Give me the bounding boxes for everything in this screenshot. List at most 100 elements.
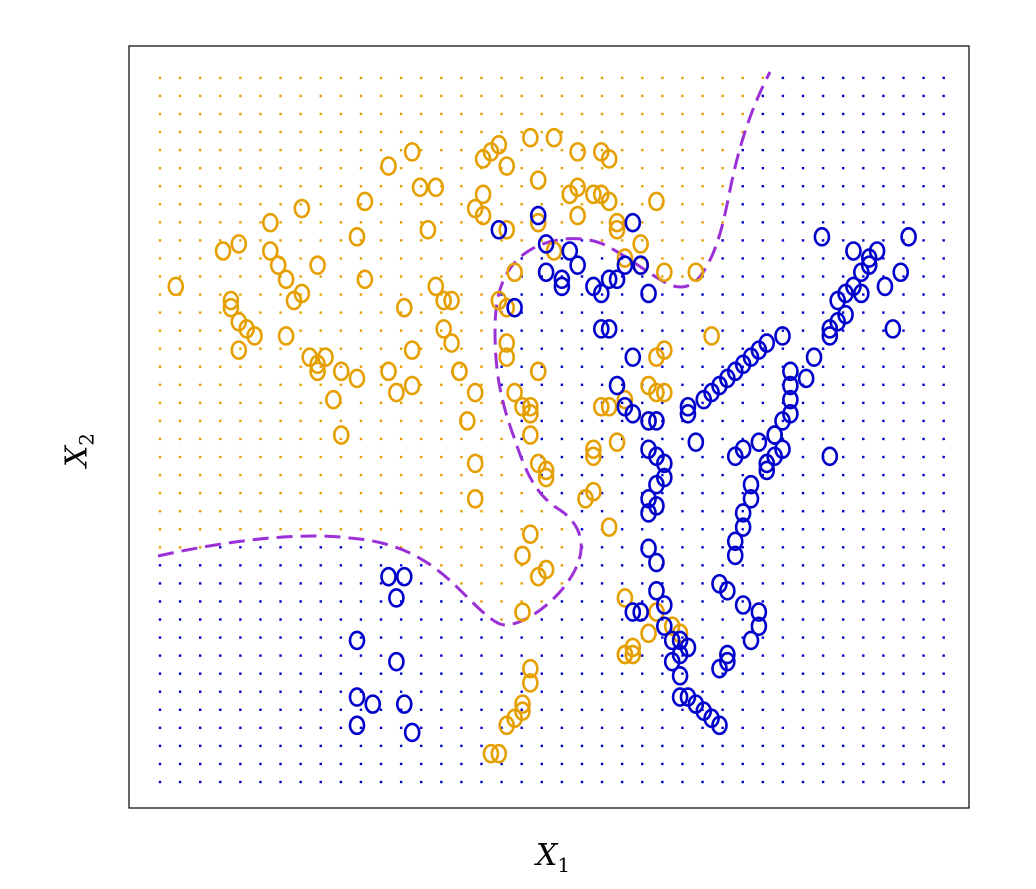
grid-dot [661, 112, 664, 116]
grid-dot [620, 419, 624, 423]
grid-dot [902, 76, 905, 80]
grid-dot [661, 672, 664, 675]
grid-dot [219, 762, 222, 766]
blue-point [490, 219, 508, 240]
grid-dot [440, 726, 443, 730]
blue-point [845, 241, 862, 261]
grid-dot [620, 582, 624, 585]
grid-dot [620, 239, 624, 242]
grid-dot [520, 347, 523, 350]
grid-dot [922, 383, 925, 387]
grid-dot [279, 473, 282, 477]
grid-dot [279, 112, 282, 116]
grid-dot [922, 600, 925, 603]
grid-dot [178, 365, 182, 368]
grid-dot [259, 293, 262, 296]
blue-point [348, 715, 366, 736]
grid-dot [540, 257, 543, 260]
grid-dot [902, 618, 905, 621]
grid-dot [661, 275, 664, 278]
grid-dot [420, 130, 423, 134]
grid-dot [741, 564, 744, 567]
grid-dot [420, 148, 423, 152]
grid-dot [761, 203, 765, 206]
grid-dot [480, 528, 483, 531]
grid-dot [701, 148, 704, 152]
grid-dot [761, 257, 765, 260]
grid-dot [681, 762, 684, 766]
grid-dot [299, 185, 302, 188]
grid-dot [339, 94, 343, 98]
orange-point [325, 389, 342, 410]
grid-dot [399, 564, 403, 567]
grid-dot [299, 347, 302, 350]
grid-dot [681, 347, 684, 350]
grid-dot [178, 672, 182, 675]
grid-dot [721, 329, 724, 332]
grid-dot [239, 383, 242, 387]
grid-dot [882, 185, 885, 188]
orange-point [403, 340, 421, 360]
blue-point [742, 474, 760, 495]
grid-dot [399, 401, 403, 405]
grid-dot [761, 437, 765, 441]
grid-dot [399, 347, 403, 350]
grid-dot [460, 76, 463, 80]
grid-dot [620, 130, 624, 134]
grid-dot [480, 726, 483, 730]
grid-dot [158, 582, 162, 585]
grid-dot [600, 546, 604, 549]
grid-dot [279, 365, 282, 368]
grid-dot [540, 708, 543, 711]
grid-dot [259, 780, 262, 784]
blue-point [592, 319, 610, 339]
grid-dot [741, 383, 744, 387]
orange-point [380, 361, 397, 382]
grid-dot [721, 239, 724, 242]
grid-dot [701, 636, 704, 639]
grid-dot [279, 401, 282, 405]
grid-dot [560, 473, 564, 477]
grid-dot [580, 347, 584, 350]
grid-dot [359, 239, 363, 242]
grid-dot [239, 762, 242, 766]
grid-dot [460, 185, 463, 188]
grid-dot [540, 383, 543, 387]
grid-dot [882, 221, 885, 224]
grid-dot [178, 636, 182, 639]
grid-dot [600, 491, 604, 495]
grid-dot [198, 329, 202, 332]
grid-dot [741, 509, 744, 513]
orange-point [569, 205, 586, 226]
grid-dot [460, 455, 463, 459]
grid-dot [198, 257, 202, 260]
grid-dot [781, 564, 785, 567]
grid-dot [942, 618, 945, 621]
grid-dot [239, 347, 242, 350]
grid-dot [279, 239, 282, 242]
grid-dot [259, 419, 262, 423]
grid-dot [741, 437, 744, 441]
grid-dot [902, 401, 905, 405]
grid-dot [520, 329, 523, 332]
grid-dot [801, 546, 805, 549]
grid-dot [158, 654, 162, 657]
blue-point [600, 269, 618, 290]
grid-dot [299, 600, 302, 603]
grid-dot [399, 221, 403, 224]
grid-dot [299, 762, 302, 766]
orange-point [277, 269, 295, 290]
grid-dot [580, 690, 584, 693]
orange-point [317, 347, 334, 368]
grid-dot [359, 94, 363, 98]
grid-dot [440, 528, 443, 531]
grid-dot [339, 293, 343, 296]
grid-dot [158, 528, 162, 531]
grid-dot [862, 130, 865, 134]
grid-dot [922, 672, 925, 675]
grid-dot [781, 473, 785, 477]
orange-point [309, 361, 326, 382]
grid-dot [942, 437, 945, 441]
grid-dot [440, 239, 443, 242]
grid-dot [440, 473, 443, 477]
